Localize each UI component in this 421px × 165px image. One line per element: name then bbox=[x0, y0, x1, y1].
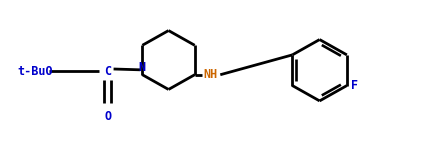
Text: N: N bbox=[139, 61, 146, 74]
Text: O: O bbox=[104, 110, 111, 123]
Text: F: F bbox=[351, 79, 358, 92]
Text: NH: NH bbox=[203, 68, 217, 81]
Text: C: C bbox=[104, 65, 111, 78]
Text: t-BuO: t-BuO bbox=[17, 65, 53, 78]
